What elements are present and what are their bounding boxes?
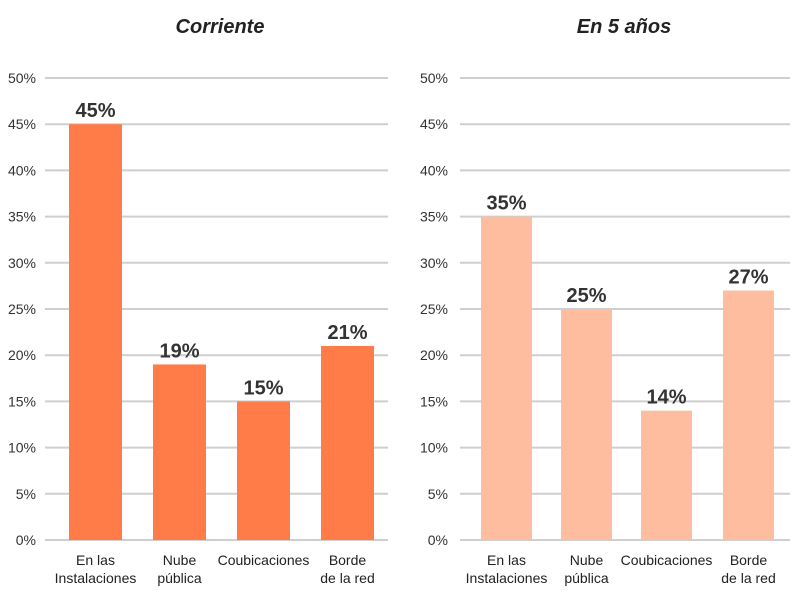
y-tick-label: 25% [420, 301, 448, 317]
value-label: 25% [566, 285, 606, 307]
value-label: 27% [728, 267, 768, 289]
y-tick-label: 20% [420, 347, 448, 363]
bar [481, 216, 532, 540]
y-tick-label: 15% [8, 393, 36, 409]
x-tick-line: En las [76, 552, 115, 568]
y-tick-label: 50% [8, 70, 36, 86]
x-tick-line: de la red [320, 570, 374, 586]
y-tick-label: 5% [16, 486, 36, 502]
y-tick-label: 15% [420, 393, 448, 409]
x-tick-line: Instalaciones [466, 570, 548, 586]
y-tick-label: 35% [8, 209, 36, 225]
x-tick-label: Coubicaciones [621, 552, 713, 568]
chart-title: Corriente [176, 16, 265, 38]
x-tick-line: Nube [570, 552, 604, 568]
x-tick-line: Coubicaciones [621, 552, 713, 568]
x-tick-line: pública [564, 570, 609, 586]
y-tick-label: 40% [8, 162, 36, 178]
chart-panel-2: En 5 años 0% 5% 10% 15% 20% 25% 30% 35% 40% 45% 50%… [420, 16, 790, 586]
x-tick-line: Instalaciones [55, 570, 137, 586]
y-tick-label: 20% [8, 347, 36, 363]
x-tick-label: En las Instalaciones [55, 552, 137, 586]
y-tick-label: 5% [428, 486, 448, 502]
y-tick-label: 45% [8, 116, 36, 132]
value-label: 35% [486, 193, 526, 215]
x-tick-line: de la red [721, 570, 775, 586]
x-tick-line: Nube [163, 552, 197, 568]
bar [561, 309, 612, 540]
y-tick-label: 35% [420, 209, 448, 225]
x-tick-line: En las [487, 552, 526, 568]
value-label: 19% [159, 340, 199, 362]
x-tick-line: Borde [730, 552, 768, 568]
y-tick-label: 30% [420, 255, 448, 271]
bar [153, 364, 206, 540]
bar [69, 124, 122, 540]
bar [641, 410, 692, 540]
x-tick-label: Borde de la red [320, 552, 374, 586]
x-tick-line: pública [157, 570, 202, 586]
bar [723, 290, 774, 540]
value-label: 15% [243, 377, 283, 399]
chart-title: En 5 años [577, 16, 671, 38]
y-tick-label: 30% [8, 255, 36, 271]
value-label: 14% [646, 387, 686, 409]
chart-panel-1: Corriente 0% 5% 10% 15% 20% 25% 30% 35% 40% 45% 50%… [8, 16, 388, 586]
y-tick-label: 0% [16, 532, 36, 548]
x-tick-label: En las Instalaciones [466, 552, 548, 586]
y-tick-label: 10% [420, 440, 448, 456]
x-tick-line: Borde [329, 552, 367, 568]
y-tick-label: 40% [420, 162, 448, 178]
y-tick-label: 10% [8, 440, 36, 456]
x-tick-label: Coubicaciones [218, 552, 310, 568]
bar [321, 345, 374, 540]
y-tick-label: 45% [420, 116, 448, 132]
y-tick-label: 50% [420, 70, 448, 86]
y-tick-label: 25% [8, 301, 36, 317]
x-tick-line: Coubicaciones [218, 552, 310, 568]
value-label: 45% [75, 100, 115, 122]
x-tick-label: Nube pública [157, 552, 202, 586]
y-tick-label: 0% [428, 532, 448, 548]
value-label: 21% [327, 322, 367, 344]
x-tick-label: Nube pública [564, 552, 609, 586]
x-tick-label: Borde de la red [721, 552, 775, 586]
bar [237, 401, 290, 540]
